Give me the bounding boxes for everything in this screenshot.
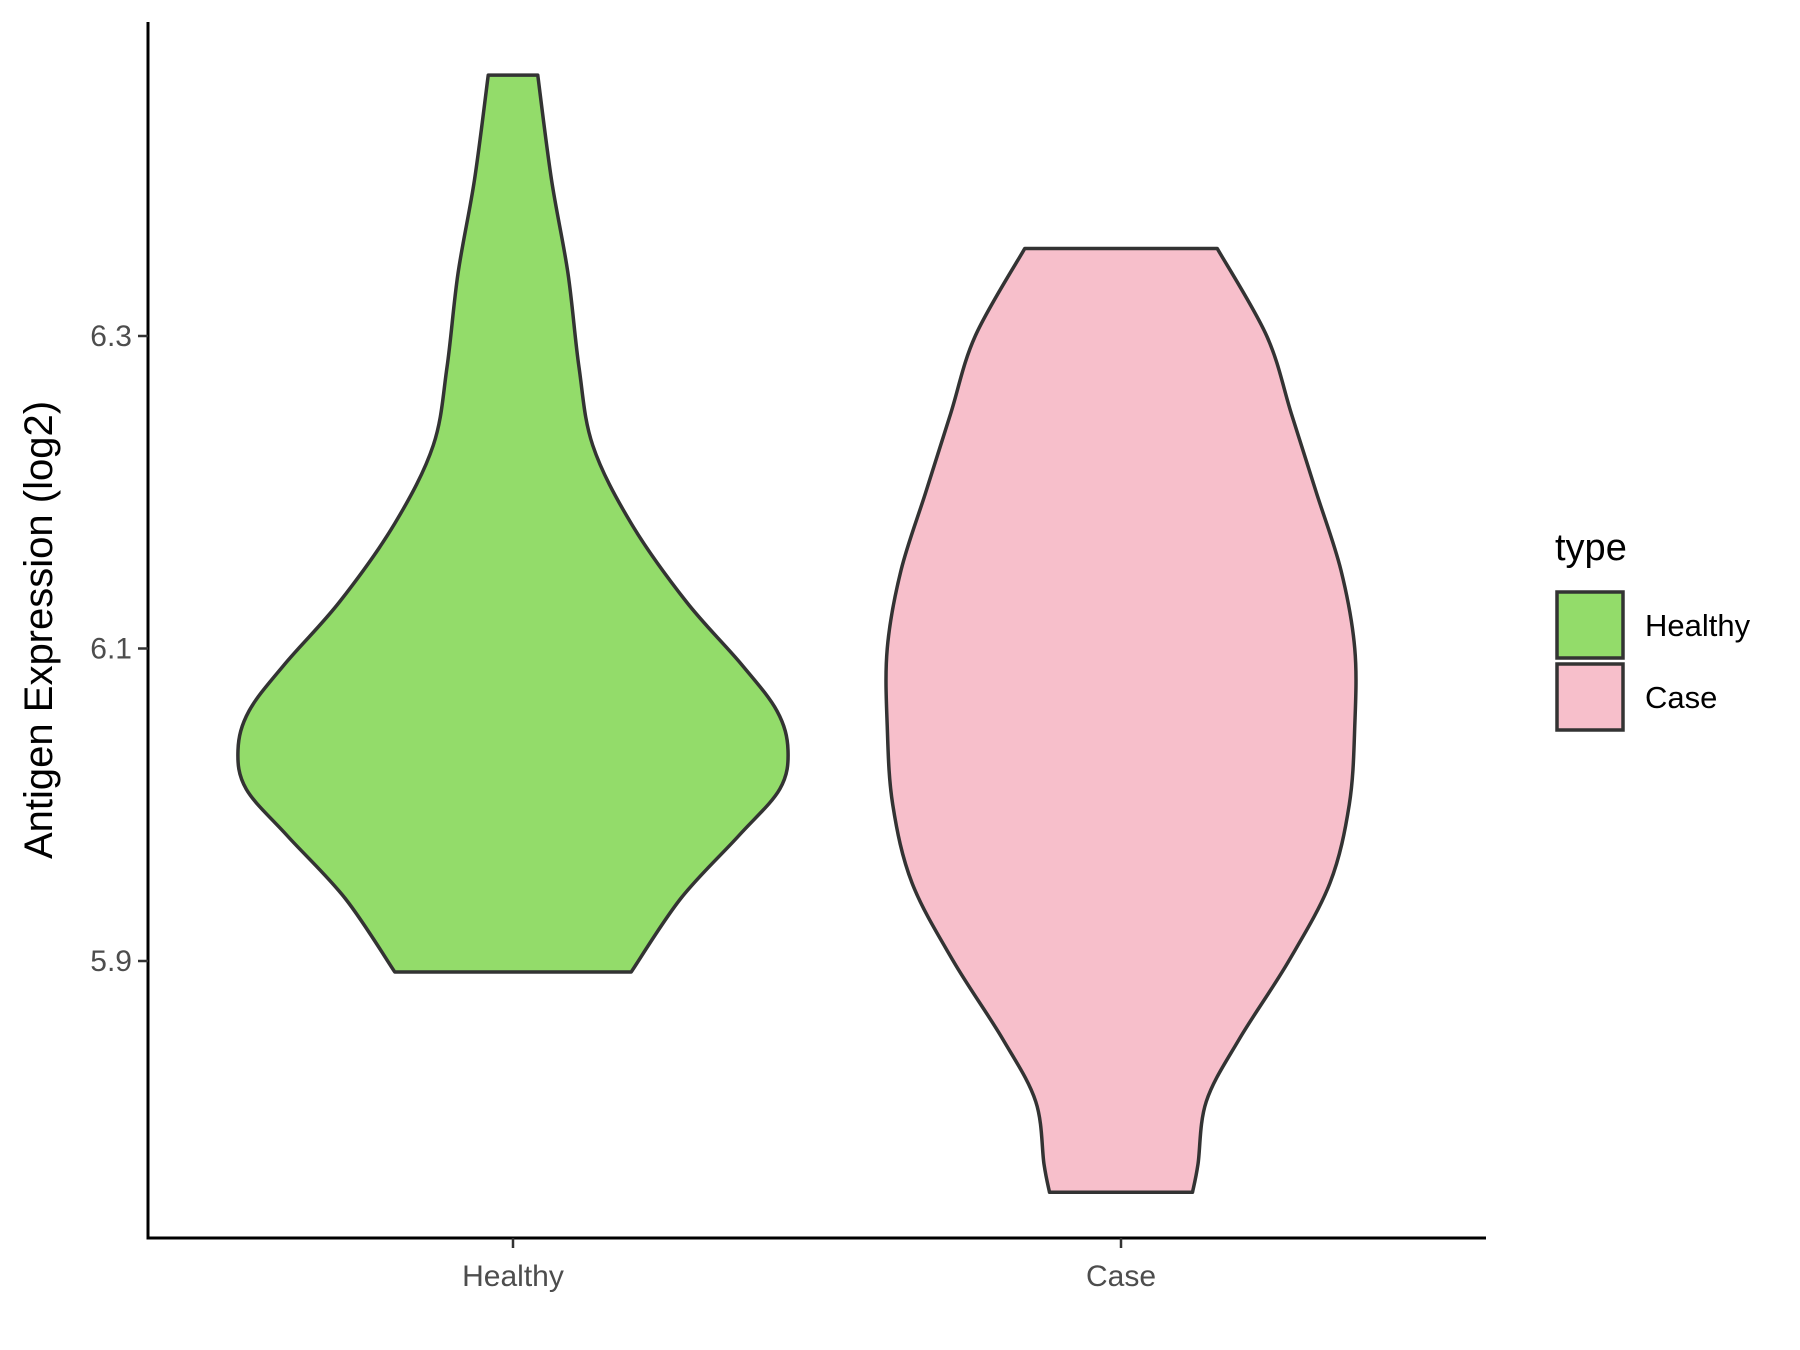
y-axis-title: Antigen Expression (log2) — [17, 401, 61, 859]
y-tick-label: 6.3 — [90, 320, 132, 353]
y-tick-label: 5.9 — [90, 945, 132, 978]
legend-key-healthy — [1555, 590, 1625, 660]
x-axis: Healthy Case — [146, 1236, 1486, 1293]
legend: type Healthy Case — [1555, 527, 1751, 732]
violin-case — [884, 246, 1358, 1194]
legend-label-case: Case — [1645, 680, 1717, 715]
violin-healthy — [236, 73, 790, 974]
legend-label-healthy: Healthy — [1645, 608, 1751, 643]
violin-layer — [236, 73, 1358, 1194]
x-tick-label: Case — [1086, 1260, 1156, 1293]
y-axis: 5.9 6.1 6.3 — [90, 22, 150, 1238]
legend-key-case — [1555, 662, 1625, 732]
legend-title: type — [1555, 527, 1627, 569]
y-tick-label: 6.1 — [90, 633, 132, 666]
x-tick-label: Healthy — [462, 1260, 564, 1293]
